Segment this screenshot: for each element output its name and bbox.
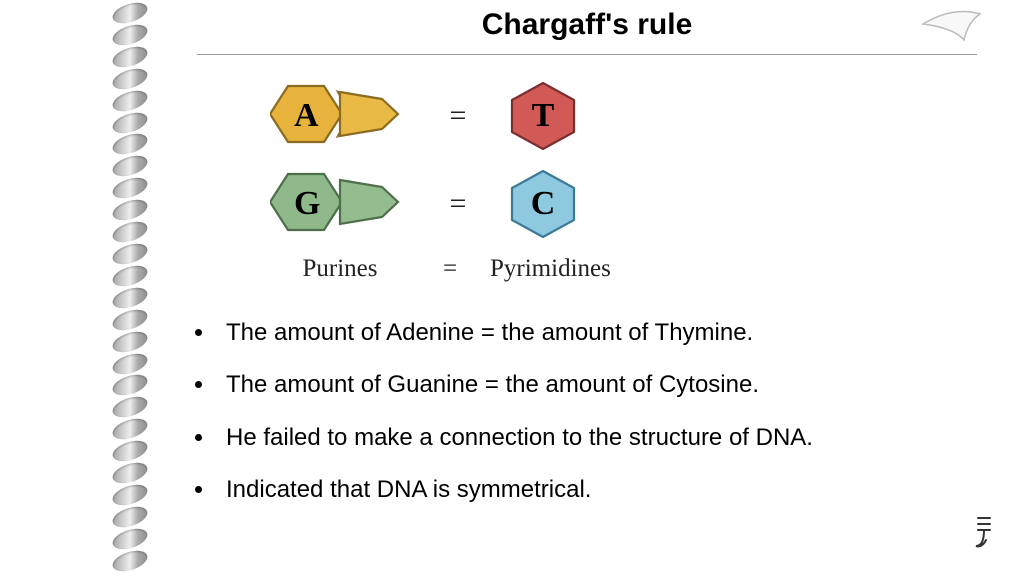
- spiral-ring: [110, 43, 150, 71]
- guanine-label: G: [294, 185, 320, 223]
- category-labels: Purines = Pyrimidines: [270, 255, 790, 283]
- spiral-ring: [110, 525, 150, 553]
- spiral-ring: [110, 240, 150, 268]
- purine-guanine: G: [270, 167, 410, 241]
- spiral-ring: [110, 174, 150, 202]
- cytosine-label: C: [531, 185, 556, 223]
- spiral-ring: [110, 327, 150, 355]
- spiral-ring: [110, 196, 150, 224]
- slide-mark-icon: [968, 512, 1002, 560]
- equals-sign: =: [430, 255, 470, 283]
- corner-curl-decoration: [918, 4, 988, 46]
- adenine-label: A: [294, 97, 319, 135]
- chargaff-diagram: A = T G =: [270, 79, 790, 283]
- spiral-ring: [110, 152, 150, 180]
- bullet-item: The amount of Guanine = the amount of Cy…: [216, 369, 914, 401]
- spiral-ring: [110, 65, 150, 93]
- spiral-binding: [112, 0, 150, 574]
- spiral-ring: [110, 130, 150, 158]
- spiral-ring: [110, 393, 150, 421]
- purines-label: Purines: [270, 255, 410, 283]
- spiral-ring: [110, 371, 150, 399]
- spiral-ring: [110, 87, 150, 115]
- purine-adenine: A: [270, 79, 410, 153]
- spiral-ring: [110, 547, 150, 575]
- spiral-ring: [110, 481, 150, 509]
- spiral-ring: [110, 284, 150, 312]
- spiral-ring: [110, 262, 150, 290]
- diagram-row-gc: G = C: [270, 167, 790, 241]
- bullet-item: Indicated that DNA is symmetrical.: [216, 474, 914, 506]
- bullet-item: The amount of Adenine = the amount of Th…: [216, 317, 914, 349]
- equals-sign: =: [438, 187, 478, 221]
- bullet-list: The amount of Adenine = the amount of Th…: [194, 317, 914, 507]
- thymine-label: T: [532, 97, 555, 135]
- pyrimidine-thymine: T: [506, 79, 580, 153]
- spiral-ring: [110, 21, 150, 49]
- page-title: Chargaff's rule: [197, 8, 977, 55]
- spiral-ring: [110, 459, 150, 487]
- spiral-ring: [110, 108, 150, 136]
- bullet-item: He failed to make a connection to the st…: [216, 422, 914, 454]
- slide-content: Chargaff's rule A = T: [170, 0, 1004, 574]
- spiral-ring: [110, 0, 150, 27]
- spiral-ring: [110, 306, 150, 334]
- spiral-ring: [110, 349, 150, 377]
- equals-sign: =: [438, 99, 478, 133]
- spiral-ring: [110, 218, 150, 246]
- spiral-ring: [110, 503, 150, 531]
- spiral-ring: [110, 437, 150, 465]
- pyrimidine-cytosine: C: [506, 167, 580, 241]
- pyrimidines-label: Pyrimidines: [490, 255, 640, 283]
- diagram-row-at: A = T: [270, 79, 790, 153]
- spiral-ring: [110, 415, 150, 443]
